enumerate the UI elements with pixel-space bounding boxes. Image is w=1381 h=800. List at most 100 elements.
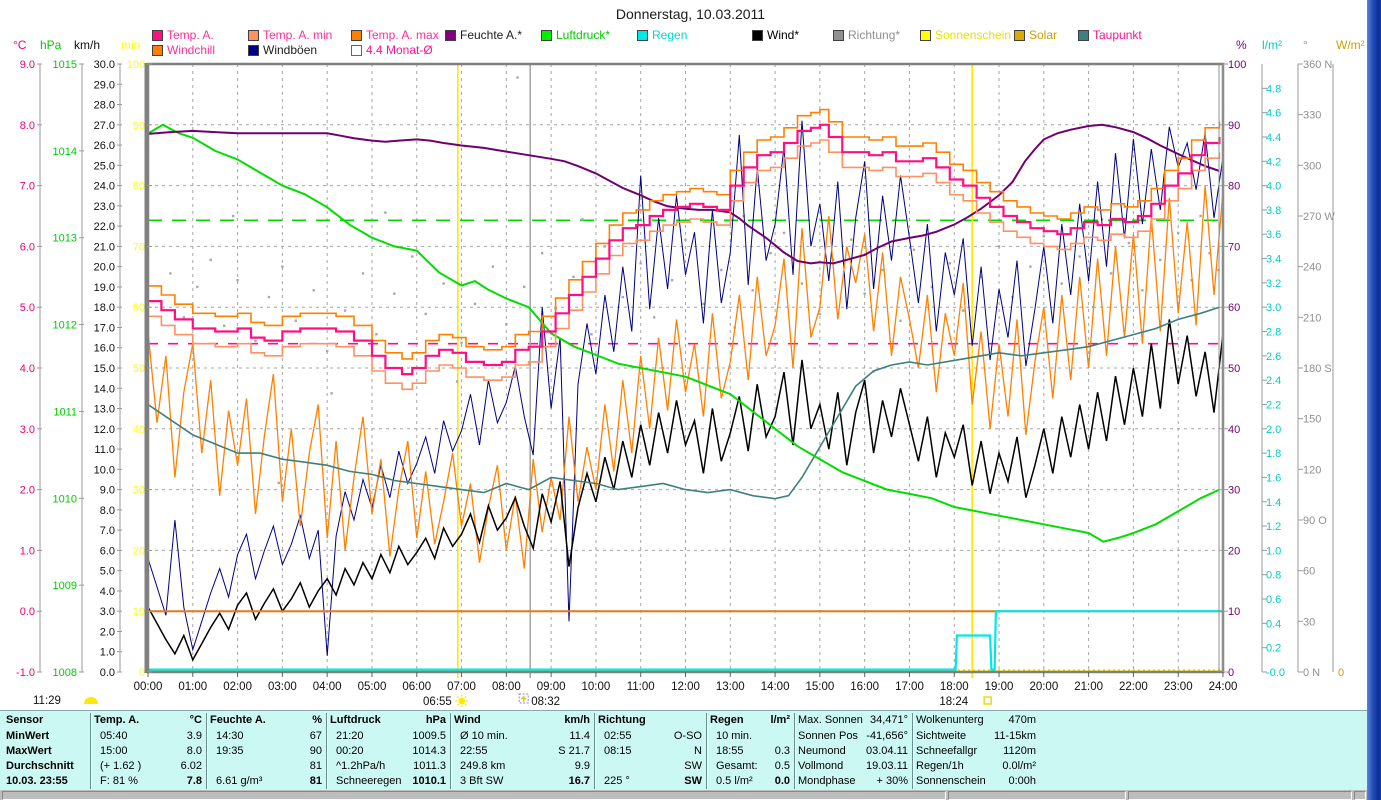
direction-header: Richtung bbox=[598, 714, 646, 726]
direction-axis-label: 330 bbox=[1303, 110, 1321, 122]
temp-value: 7.8 bbox=[186, 775, 202, 787]
direction-axis-label: 60 bbox=[1303, 566, 1315, 578]
legend-item-wind-: Wind* bbox=[752, 28, 800, 42]
legend-label: Temp. A. max bbox=[366, 28, 439, 42]
temperature-axis-label: 0.0 bbox=[20, 606, 35, 618]
legend-color-swatch bbox=[248, 29, 259, 41]
temp-time: F: 81 % bbox=[100, 775, 138, 787]
temperature-axis-label: 9.0 bbox=[20, 59, 35, 71]
direction-axis-label: 300 bbox=[1303, 160, 1321, 172]
wind-axis-label: 8.0 bbox=[100, 505, 115, 517]
astro-value: -41,656° bbox=[866, 730, 908, 742]
legend-color-swatch bbox=[833, 29, 844, 41]
wind-value: 9.9 bbox=[574, 760, 590, 772]
x-axis-label: 10:00 bbox=[582, 681, 611, 693]
x-axis-label: 16:00 bbox=[850, 681, 879, 693]
conditions-value: 0:00h bbox=[1008, 775, 1036, 787]
series-wind bbox=[148, 319, 1223, 662]
moonrise-icon bbox=[518, 693, 529, 704]
rain-axis-label: 1.2 bbox=[1266, 521, 1281, 533]
wind-axis-label: 30.0 bbox=[94, 59, 115, 71]
legend-item-temp-a-max: Temp. A. max bbox=[351, 28, 439, 42]
legend-label: Richtung* bbox=[848, 28, 901, 42]
rain-axis-label: 3.2 bbox=[1266, 278, 1281, 290]
table-separator bbox=[912, 713, 914, 789]
sun-set-icon bbox=[84, 697, 98, 704]
sunshine-axis-label: 0 bbox=[139, 667, 145, 679]
chart-area[interactable]: 9.0 8.0 7.0 6.0 5.0 4.0 3.0 2.0 1.0 0.0 -1.0 1015 10… bbox=[0, 0, 1381, 710]
x-axis-label: 06:00 bbox=[402, 681, 431, 693]
legend-color-swatch bbox=[752, 29, 763, 41]
humidity-time: 19:35 bbox=[216, 745, 244, 757]
rain-axis-label: 1.4 bbox=[1266, 497, 1281, 509]
series-taupunkt bbox=[148, 306, 1220, 500]
rain-value: 0.0 bbox=[774, 775, 790, 787]
rain-axis-label: 0.4 bbox=[1266, 618, 1281, 630]
wind-axis-label: 15.0 bbox=[94, 363, 115, 375]
legend-color-swatch bbox=[152, 29, 163, 41]
humidity-axis-label: 90 bbox=[1228, 120, 1240, 132]
wind-axis-label: 9.0 bbox=[100, 485, 115, 497]
direction-axis-label: 210 bbox=[1303, 312, 1321, 324]
wind-axis-label: 4.0 bbox=[100, 586, 115, 598]
rain-axis-label: 2.4 bbox=[1266, 375, 1281, 387]
series-windchill bbox=[148, 185, 1223, 569]
rain-axis-label: 4.4 bbox=[1266, 132, 1281, 144]
wind-axis-header: km/h bbox=[74, 38, 101, 52]
rain-axis-label: 3.8 bbox=[1266, 205, 1281, 217]
legend-label: Sonnenschein bbox=[935, 28, 1012, 42]
event-time-label: 06:55 bbox=[423, 696, 452, 708]
direction-axis-label: 360 N bbox=[1303, 59, 1332, 71]
legend-item-richtung-: Richtung* bbox=[833, 28, 901, 42]
wind-axis-label: 3.0 bbox=[100, 606, 115, 618]
direction-axis-label: 180 S bbox=[1303, 363, 1332, 375]
moonset-time-label: 11:29 bbox=[33, 695, 61, 707]
legend-label: Windchill bbox=[167, 43, 216, 57]
humidity-axis-label: 0 bbox=[1228, 667, 1234, 679]
rain-axis-label: 1.0 bbox=[1266, 545, 1281, 557]
sunshine-axis-label: 50 bbox=[133, 363, 145, 375]
pressure-time: ^1.2hPa/h bbox=[336, 760, 386, 772]
humidity-axis-label: 20 bbox=[1228, 545, 1240, 557]
wind-axis-label: 20.0 bbox=[94, 262, 115, 274]
humidity-header: Feuchte A. bbox=[210, 714, 266, 726]
astro-label: Max. Sonnen bbox=[798, 714, 863, 726]
pressure-header: Luftdruck bbox=[330, 714, 381, 726]
direction-value: SW bbox=[684, 775, 702, 787]
x-axis-label: 11:00 bbox=[627, 681, 655, 693]
humidity-axis-label: 50 bbox=[1228, 363, 1240, 375]
row-label-2: MaxWert bbox=[6, 745, 52, 757]
humidity-axis-label: 60 bbox=[1228, 302, 1240, 314]
wind-axis-label: 17.0 bbox=[94, 322, 115, 334]
sunshine-axis-label: 10 bbox=[133, 606, 145, 618]
conditions-label: Regen/1h bbox=[916, 760, 964, 772]
pressure-value: 1009.5 bbox=[412, 730, 446, 742]
series-temp-min bbox=[148, 139, 1221, 391]
table-separator bbox=[206, 713, 208, 789]
rain-header: Regen bbox=[710, 714, 744, 726]
sunset-square-icon bbox=[983, 696, 992, 705]
legend-label: Wind* bbox=[767, 28, 800, 42]
humidity-axis-label: 70 bbox=[1228, 241, 1240, 253]
wind-axis-label: 6.0 bbox=[100, 545, 115, 557]
pressure-axis-label: 1012 bbox=[53, 320, 77, 332]
temperature-axis-label: 6.0 bbox=[20, 241, 35, 253]
wind-axis-label: 19.0 bbox=[94, 282, 115, 294]
conditions-label: Sonnenschein bbox=[916, 775, 986, 787]
series-temp-max bbox=[148, 108, 1221, 360]
legend-label: Temp. A. bbox=[167, 28, 214, 42]
pressure-value: 1014.3 bbox=[412, 745, 446, 757]
wind-value: S 21.7 bbox=[558, 745, 590, 757]
temp-value: 8.0 bbox=[186, 745, 202, 757]
humidity-unit: % bbox=[312, 714, 322, 726]
wind-axis-label: 14.0 bbox=[94, 383, 115, 395]
wind-unit: km/h bbox=[564, 714, 590, 726]
temperature-axis-label: 4.0 bbox=[20, 363, 35, 375]
conditions-label: Wolkenunterg bbox=[916, 714, 984, 726]
sunshine-axis-label: 80 bbox=[133, 181, 145, 193]
rain-axis-label: 3.6 bbox=[1266, 229, 1281, 241]
x-axis-label: 12:00 bbox=[671, 681, 700, 693]
temperature-axis-label: 3.0 bbox=[20, 424, 35, 436]
sunshine-axis-header: min bbox=[121, 38, 141, 52]
direction-axis-label: 30 bbox=[1303, 616, 1315, 628]
